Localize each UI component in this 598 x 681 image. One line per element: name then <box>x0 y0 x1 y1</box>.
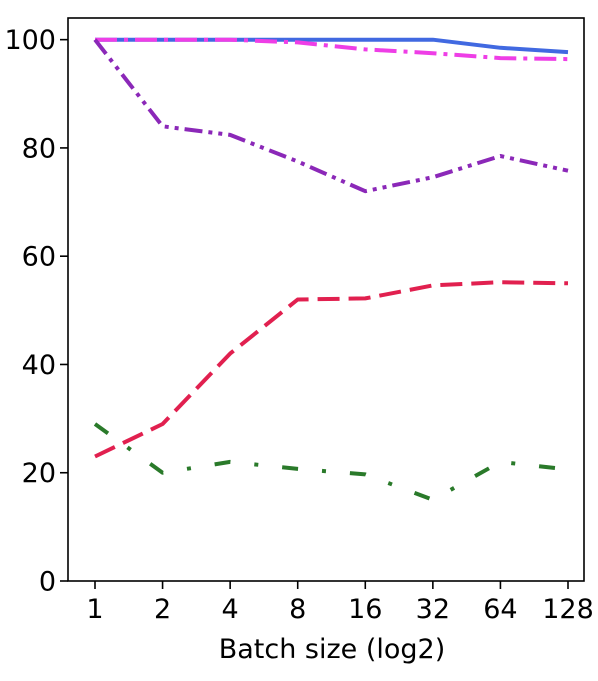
plot-frame <box>67 17 585 582</box>
y-tick-label-80: 80 <box>22 133 56 164</box>
x-tick-label-64: 64 <box>483 594 517 625</box>
series-layer <box>93 37 569 502</box>
series-line-3 <box>93 38 569 194</box>
y-tick-label-40: 40 <box>22 350 56 381</box>
series-line-1 <box>95 37 569 55</box>
x-tick-label-16: 16 <box>348 594 382 625</box>
y-tick-label-100: 100 <box>4 25 56 56</box>
x-tick-label-8: 8 <box>289 594 306 625</box>
x-tick-label-2: 2 <box>154 594 171 625</box>
x-axis-title: Batch size (log2) <box>219 634 446 665</box>
axes-layer: 0 20 40 60 80 100 1 2 4 8 16 32 64 128 <box>4 17 594 625</box>
series-line-5 <box>93 422 569 502</box>
y-tick-label-20: 20 <box>22 458 56 489</box>
x-tick-label-1: 1 <box>86 594 103 625</box>
x-tick-label-4: 4 <box>222 594 239 625</box>
y-tick-label-60: 60 <box>22 242 56 273</box>
x-tick-label-32: 32 <box>416 594 450 625</box>
x-tick-label-128: 128 <box>542 594 594 625</box>
y-tick-label-0: 0 <box>39 567 56 598</box>
series-line-4 <box>94 280 569 459</box>
